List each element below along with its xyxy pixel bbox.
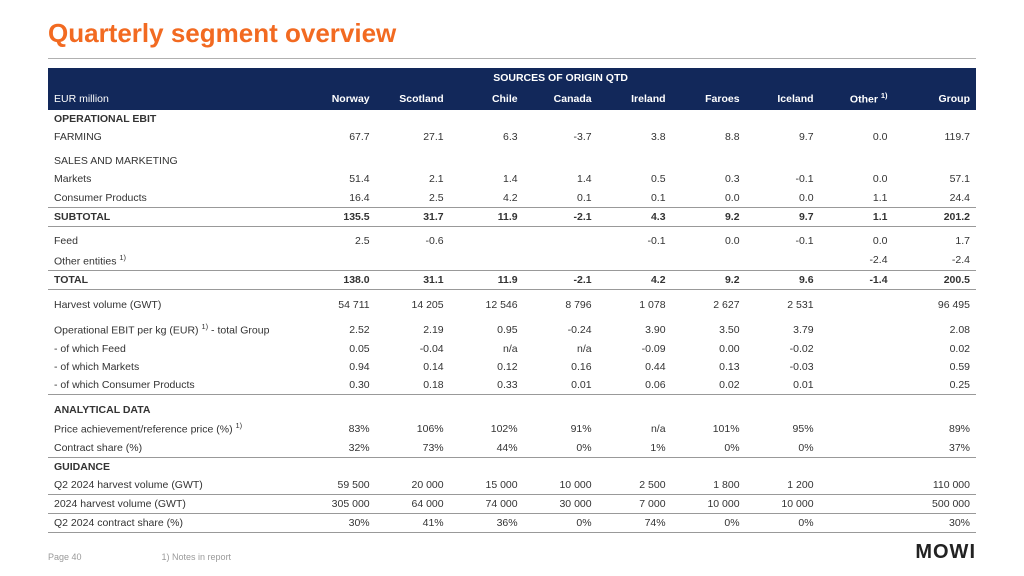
section-guidance: GUIDANCE xyxy=(48,457,976,476)
currency-label: EUR million xyxy=(48,88,302,110)
row-ebit-per-kg: Operational EBIT per kg (EUR) 1) - total… xyxy=(48,320,976,340)
logo: MOWI xyxy=(915,541,976,564)
col-ireland: Ireland xyxy=(598,88,672,110)
col-scotland: Scotland xyxy=(376,88,450,110)
row-farming: FARMING67.727.16.3-3.73.88.89.70.0119.7 xyxy=(48,128,976,146)
row-other-entities: Other entities 1)-2.4-2.4 xyxy=(48,251,976,271)
col-norway: Norway xyxy=(302,88,376,110)
col-group: Group xyxy=(894,88,976,110)
band-label: SOURCES OF ORIGIN QTD xyxy=(302,68,820,88)
row-of-feed: - of which Feed0.05-0.04n/an/a-0.090.00-… xyxy=(48,340,976,358)
row-harvest: Harvest volume (GWT)54 71114 20512 5468 … xyxy=(48,296,976,314)
row-feed: Feed2.5-0.6-0.10.0-0.10.01.7 xyxy=(48,232,976,250)
row-of-consumer: - of which Consumer Products0.300.180.33… xyxy=(48,376,976,395)
col-faroes: Faroes xyxy=(672,88,746,110)
title-rule xyxy=(48,58,976,59)
page-number: Page 40 xyxy=(48,552,82,562)
header-band: SOURCES OF ORIGIN QTD xyxy=(48,68,976,88)
row-q2-harvest: Q2 2024 harvest volume (GWT)59 50020 000… xyxy=(48,476,976,495)
row-price-achievement: Price achievement/reference price (%) 1)… xyxy=(48,419,976,439)
row-consumer: Consumer Products16.42.54.20.10.10.00.01… xyxy=(48,189,976,208)
segment-table: SOURCES OF ORIGIN QTD EUR million Norway… xyxy=(48,68,976,533)
section-op-ebit: OPERATIONAL EBIT xyxy=(48,110,976,128)
section-sales-mkt: SALES AND MARKETING xyxy=(48,152,976,170)
col-other: Other 1) xyxy=(820,88,894,110)
page-title: Quarterly segment overview xyxy=(48,18,396,49)
footer: Page 40 1) Notes in report xyxy=(48,552,231,562)
col-chile: Chile xyxy=(450,88,524,110)
col-canada: Canada xyxy=(524,88,598,110)
row-2024-harvest: 2024 harvest volume (GWT)305 00064 00074… xyxy=(48,495,976,514)
row-markets: Markets51.42.11.41.40.50.3-0.10.057.1 xyxy=(48,170,976,188)
row-contract-share: Contract share (%)32%73%44%0%1%0%0%37% xyxy=(48,439,976,458)
section-analytical: ANALYTICAL DATA xyxy=(48,401,976,419)
row-q2-contract: Q2 2024 contract share (%)30%41%36%0%74%… xyxy=(48,514,976,533)
footnote-text: 1) Notes in report xyxy=(162,552,232,562)
row-total: TOTAL138.031.111.9-2.14.29.29.6-1.4200.5 xyxy=(48,271,976,290)
column-headers: EUR million Norway Scotland Chile Canada… xyxy=(48,88,976,110)
row-of-markets: - of which Markets0.940.140.120.160.440.… xyxy=(48,358,976,376)
row-subtotal: SUBTOTAL135.531.711.9-2.14.39.29.71.1201… xyxy=(48,207,976,226)
col-iceland: Iceland xyxy=(746,88,820,110)
